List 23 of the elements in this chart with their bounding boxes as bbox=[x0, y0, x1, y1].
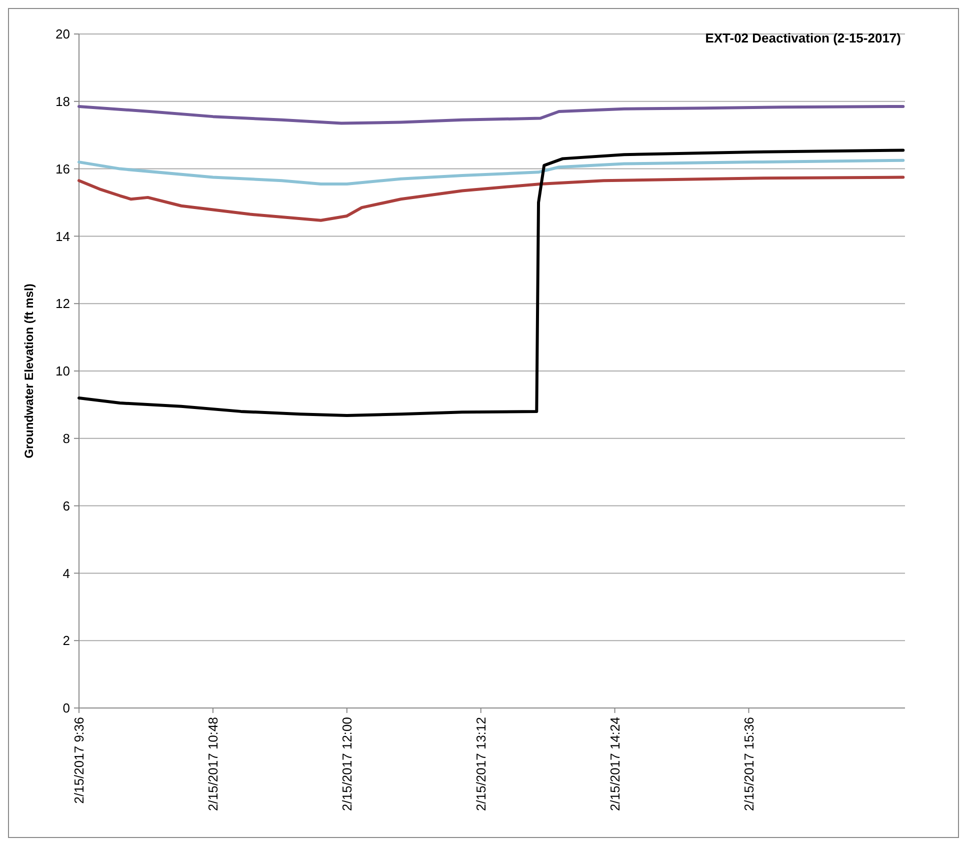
y-tick-label: 4 bbox=[62, 566, 70, 581]
y-tick-label: 20 bbox=[56, 26, 70, 42]
y-tick-label: 10 bbox=[56, 364, 70, 379]
y-axis-title: Groundwater Elevation (ft msl) bbox=[22, 284, 36, 458]
y-tick-label: 6 bbox=[62, 498, 70, 514]
x-tick-label: 2/15/2017 10:48 bbox=[205, 717, 220, 811]
line-series bbox=[78, 158, 905, 186]
y-tick-label: 18 bbox=[56, 94, 70, 109]
x-tick-label: 2/15/2017 14:24 bbox=[607, 717, 622, 811]
y-tick-label: 2 bbox=[62, 633, 70, 648]
x-tick-label: 2/15/2017 9:36 bbox=[72, 717, 87, 804]
x-tick-label: 2/15/2017 12:00 bbox=[339, 717, 354, 811]
y-tick-label: 0 bbox=[62, 700, 70, 716]
y-tick-label: 16 bbox=[56, 161, 70, 176]
x-tick-label: 2/15/2017 15:36 bbox=[741, 717, 756, 811]
line-series bbox=[78, 176, 905, 222]
y-tick-label: 12 bbox=[56, 296, 70, 312]
x-tick-label: 2/15/2017 13:12 bbox=[473, 717, 488, 811]
line-series bbox=[78, 148, 905, 417]
y-tick-label: 8 bbox=[62, 430, 70, 446]
chart-title: EXT-02 Deactivation (2-15-2017) bbox=[705, 30, 901, 46]
line-series bbox=[78, 104, 905, 125]
y-tick-label: 14 bbox=[56, 228, 70, 244]
